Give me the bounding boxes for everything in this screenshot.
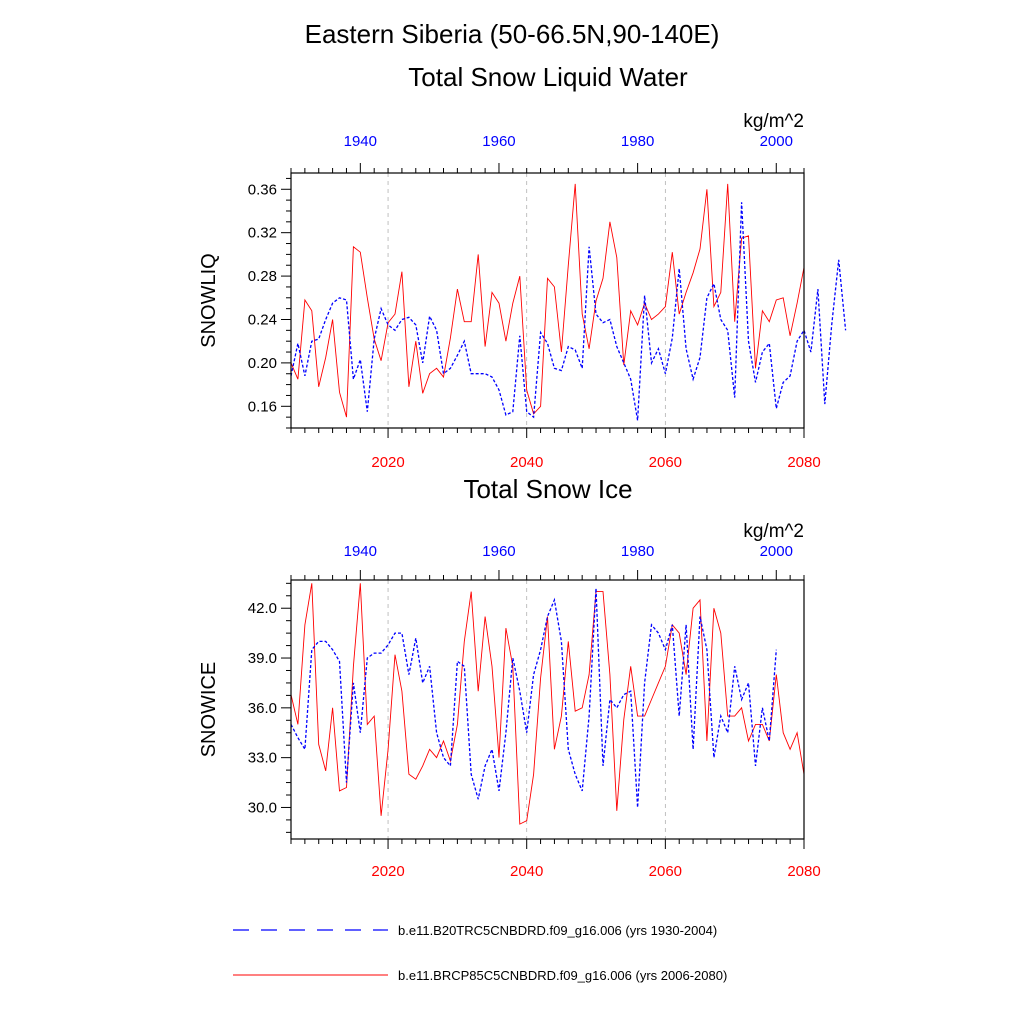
y-axis-label: SNOWLIQ <box>198 253 220 347</box>
series-historical <box>290 202 847 421</box>
y-tick-label: 42.0 <box>248 600 277 617</box>
x-bottom-tick-label: 2080 <box>787 454 820 471</box>
snowliq-panel: Total Snow Liquid Water kg/m^2 SNOWLIQ 0.16… <box>198 62 847 471</box>
series-rcp85 <box>290 583 805 825</box>
x-bottom-tick-label: 2020 <box>371 863 404 880</box>
series-rcp85 <box>290 183 805 418</box>
x-bottom-tick-label: 2060 <box>649 863 682 880</box>
y-tick-label: 36.0 <box>248 700 277 717</box>
plot-frame <box>290 172 805 429</box>
y-axis-label: SNOWICE <box>198 662 220 758</box>
legend-label-historical: b.e11.B20TRC5CNBDRD.f09_g16.006 (yrs 193… <box>398 923 717 938</box>
x-top-tick-label: 1940 <box>344 133 377 150</box>
main-title: Eastern Siberia (50-66.5N,90-140E) <box>305 19 720 49</box>
y-tick-label: 0.28 <box>248 268 277 285</box>
x-top-tick-label: 1960 <box>482 133 515 150</box>
x-top-tick-label: 1980 <box>621 543 654 560</box>
y-tick-label: 0.36 <box>248 181 277 198</box>
x-top-tick-label: 2000 <box>760 543 793 560</box>
x-bottom-tick-label: 2040 <box>510 454 543 471</box>
x-bottom-tick-label: 2040 <box>510 863 543 880</box>
series-historical <box>290 588 777 808</box>
plot-frame <box>290 579 805 840</box>
x-bottom-tick-label: 2020 <box>371 454 404 471</box>
legend: b.e11.B20TRC5CNBDRD.f09_g16.006 (yrs 193… <box>233 923 727 983</box>
x-bottom-tick-label: 2080 <box>787 863 820 880</box>
y-tick-label: 30.0 <box>248 799 277 816</box>
x-top-tick-label: 1940 <box>344 543 377 560</box>
y-tick-label: 0.24 <box>248 311 277 328</box>
x-top-tick-label: 1960 <box>482 543 515 560</box>
units-label: kg/m^2 <box>743 521 804 542</box>
snowice-panel: Total Snow Ice kg/m^2 SNOWICE 30.0 33.0 36.0 3… <box>198 474 821 880</box>
y-tick-label: 0.20 <box>248 355 277 372</box>
y-tick-label: 0.16 <box>248 398 277 415</box>
panel-title: Total Snow Ice <box>463 474 632 504</box>
x-top-tick-label: 2000 <box>760 133 793 150</box>
legend-label-rcp85: b.e11.BRCP85C5CNBDRD.f09_g16.006 (yrs 20… <box>398 968 727 983</box>
x-bottom-tick-label: 2060 <box>649 454 682 471</box>
x-top-tick-label: 1980 <box>621 133 654 150</box>
y-tick-label: 0.32 <box>248 225 277 242</box>
panel-title: Total Snow Liquid Water <box>408 62 688 92</box>
y-tick-label: 33.0 <box>248 750 277 767</box>
units-label: kg/m^2 <box>743 111 804 132</box>
y-tick-label: 39.0 <box>248 650 277 667</box>
